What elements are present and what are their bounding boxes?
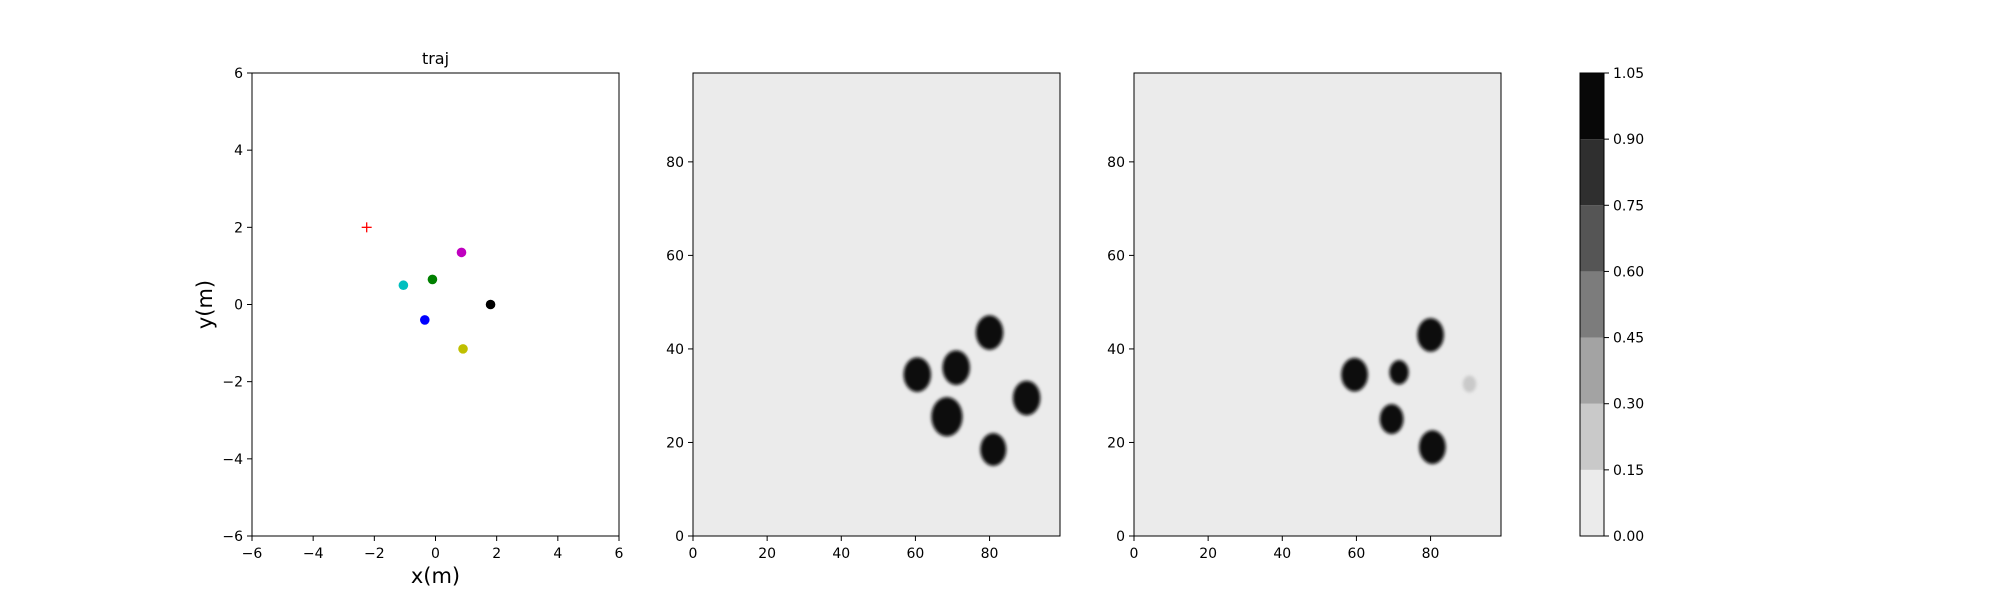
y-tick-label: 40 xyxy=(1107,342,1125,358)
x-tick-label: −4 xyxy=(303,546,324,562)
heatmap-panel-1: 0 20 40 60 80 0 20 40 60 80 xyxy=(666,72,1061,562)
agent-point xyxy=(427,274,438,285)
heatmap-1-frame xyxy=(692,72,1061,537)
agent-point xyxy=(398,280,409,291)
occupancy-blob xyxy=(1341,357,1368,392)
y-tick-label: 0 xyxy=(234,298,243,314)
heatmap-1-y-ticks: 0 20 40 60 80 xyxy=(666,155,693,545)
x-tick-label: 40 xyxy=(1273,546,1291,562)
y-tick-label: 2 xyxy=(234,220,243,236)
x-tick-label: 0 xyxy=(431,546,440,562)
colorbar-band xyxy=(1580,73,1604,140)
heatmap-1-plot-area xyxy=(693,73,1060,536)
x-tick-label: 80 xyxy=(1422,546,1440,562)
colorbar-band xyxy=(1580,469,1604,536)
occupancy-blob xyxy=(1389,360,1409,385)
colorbar-bands xyxy=(1580,73,1604,536)
colorbar-frame xyxy=(1579,72,1605,537)
y-tick-label: 80 xyxy=(1107,155,1125,171)
y-tick-label: 80 xyxy=(666,155,684,171)
agent-point xyxy=(458,344,468,354)
x-tick-label: 2 xyxy=(492,546,501,562)
x-tick-label: 80 xyxy=(981,546,999,562)
x-tick-label: −2 xyxy=(364,546,385,562)
x-tick-label: 20 xyxy=(1199,546,1217,562)
traj-y-ticks: −6 −4 −2 0 2 4 6 xyxy=(222,66,252,545)
colorbar-tick-label: 0.90 xyxy=(1613,132,1644,148)
x-tick-label: 0 xyxy=(689,546,698,562)
traj-title: traj xyxy=(422,49,449,68)
colorbar-band xyxy=(1580,139,1604,206)
x-tick-label: 60 xyxy=(1348,546,1366,562)
x-tick-label: 6 xyxy=(615,546,624,562)
y-tick-label: 40 xyxy=(666,342,684,358)
occupancy-blob xyxy=(975,315,1004,350)
colorbar-tick-label: 0.15 xyxy=(1613,463,1644,479)
traj-x-ticks: −6 −4 −2 0 2 4 6 xyxy=(242,536,624,562)
y-tick-label: 0 xyxy=(675,529,684,545)
y-tick-label: 4 xyxy=(234,143,243,159)
colorbar-band xyxy=(1580,205,1604,272)
y-tick-label: 60 xyxy=(1107,248,1125,264)
traj-ylabel: y(m) xyxy=(193,280,217,329)
colorbar-tick-label: 1.05 xyxy=(1613,66,1644,82)
occupancy-blob xyxy=(1417,318,1444,352)
y-tick-label: 6 xyxy=(234,66,243,82)
traj-plot-area xyxy=(252,73,619,536)
occupancy-blob xyxy=(1462,375,1477,393)
colorbar-band xyxy=(1580,403,1604,470)
traj-xlabel: x(m) xyxy=(411,564,460,588)
x-tick-label: 40 xyxy=(832,546,850,562)
colorbar-ticks: 0.00 0.15 0.30 0.45 0.60 0.75 0.90 1.05 xyxy=(1604,66,1644,545)
colorbar-tick-label: 0.75 xyxy=(1613,198,1644,214)
y-tick-label: −2 xyxy=(222,375,243,391)
occupancy-blob xyxy=(1419,430,1446,464)
colorbar-tick-label: 0.60 xyxy=(1613,264,1644,280)
colorbar: 0.00 0.15 0.30 0.45 0.60 0.75 0.90 1.05 xyxy=(1579,66,1644,545)
occupancy-blob xyxy=(1379,404,1404,435)
y-tick-label: 20 xyxy=(1107,435,1125,451)
heatmap-2-y-ticks: 0 20 40 60 80 xyxy=(1107,155,1134,545)
heatmap-2-marks xyxy=(1341,318,1477,464)
heatmap-2-plot-area xyxy=(1134,73,1501,536)
y-tick-label: −4 xyxy=(222,452,243,468)
occupancy-blob xyxy=(980,433,1007,466)
occupancy-blob xyxy=(931,397,963,437)
x-tick-label: 20 xyxy=(758,546,776,562)
occupancy-blob xyxy=(903,357,931,392)
heatmap-2-x-ticks: 0 20 40 60 80 xyxy=(1130,536,1440,562)
colorbar-band xyxy=(1580,271,1604,338)
agent-point xyxy=(456,247,467,258)
x-tick-label: 60 xyxy=(907,546,925,562)
heatmap-2-frame xyxy=(1133,72,1502,537)
x-tick-label: −6 xyxy=(242,546,263,562)
x-tick-label: 4 xyxy=(553,546,562,562)
traj-marks xyxy=(361,222,496,354)
colorbar-band xyxy=(1580,337,1604,404)
occupancy-blob xyxy=(1012,380,1041,416)
heatmap-1-marks xyxy=(903,315,1041,466)
agent-point xyxy=(485,299,496,310)
y-tick-label: −6 xyxy=(222,529,243,545)
y-tick-label: 0 xyxy=(1116,529,1125,545)
traj-panel: −6 −4 −2 0 2 4 6 −6 −4 −2 0 2 4 6 traj x(m) y(m) xyxy=(193,49,624,588)
heatmap-1-x-ticks: 0 20 40 60 80 xyxy=(689,536,999,562)
colorbar-tick-label: 0.45 xyxy=(1613,331,1644,347)
x-tick-label: 0 xyxy=(1130,546,1139,562)
y-tick-label: 20 xyxy=(666,435,684,451)
agent-point xyxy=(419,315,430,325)
occupancy-blob xyxy=(942,350,970,385)
colorbar-tick-label: 0.00 xyxy=(1613,529,1644,545)
colorbar-tick-label: 0.30 xyxy=(1613,397,1644,413)
heatmap-panel-2: 0 20 40 60 80 0 20 40 60 80 xyxy=(1107,72,1502,562)
y-tick-label: 60 xyxy=(666,248,684,264)
